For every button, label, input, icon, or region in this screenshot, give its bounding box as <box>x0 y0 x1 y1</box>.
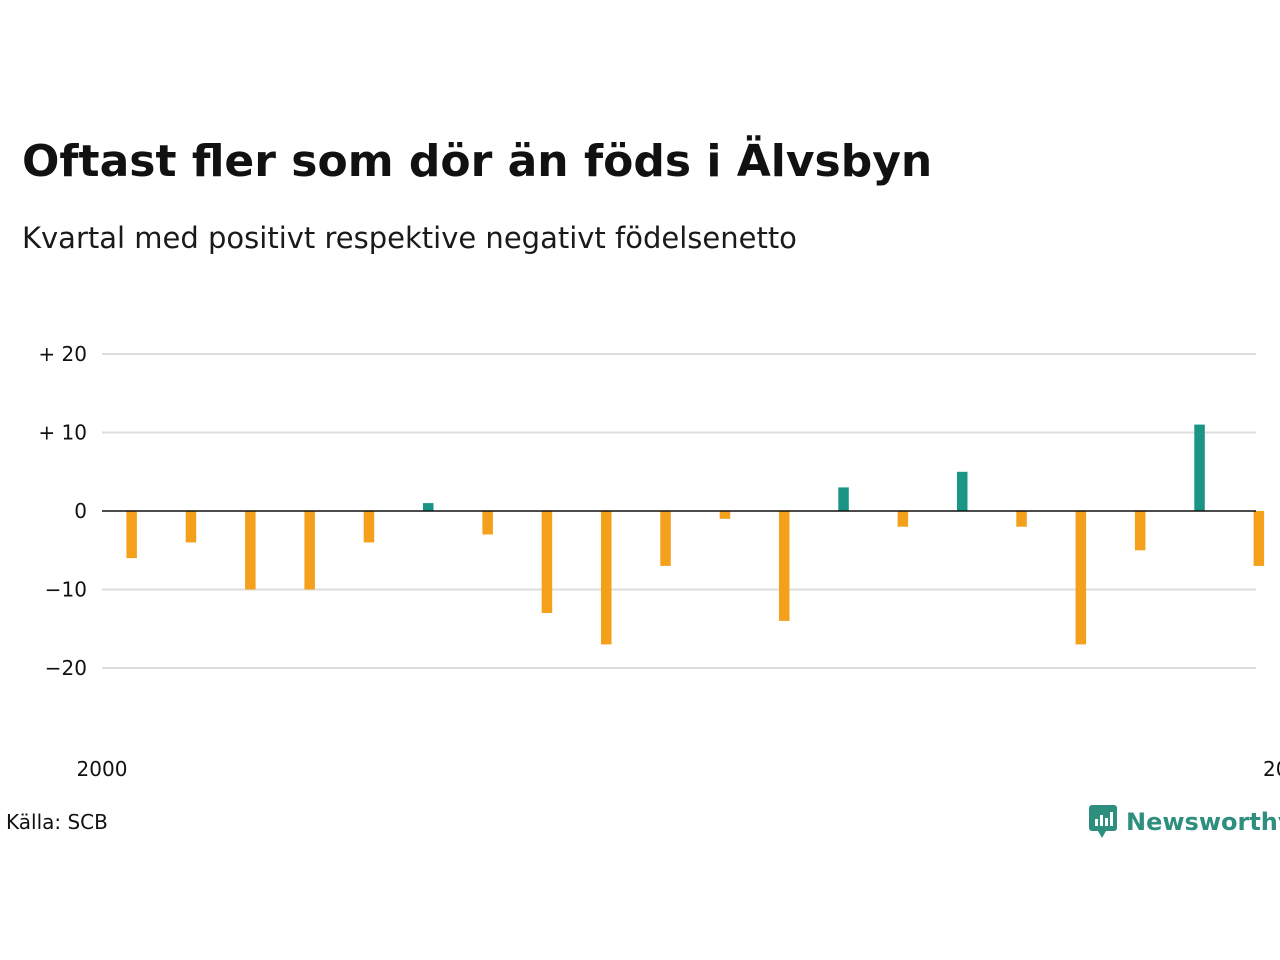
bar <box>601 511 612 645</box>
y-tick-label: + 10 <box>38 421 87 445</box>
bar <box>126 511 137 559</box>
bar <box>185 511 197 543</box>
chart-title: Oftast fler som dör än föds i Älvsbyn <box>22 136 933 187</box>
y-tick-label: 0 <box>74 499 87 523</box>
x-axis-ticks: 20002005201020152020 <box>77 757 1280 781</box>
x-tick-label: 2005 <box>1263 757 1280 781</box>
bar <box>363 511 375 543</box>
bar <box>1134 511 1146 551</box>
bar <box>541 511 553 613</box>
bar <box>1194 424 1205 511</box>
bar <box>897 511 909 527</box>
y-axis-ticks: + 20 + 10 0 −10 −20 <box>38 342 87 680</box>
bar <box>423 503 434 511</box>
bar <box>482 511 493 535</box>
x-tick-label: 2000 <box>77 757 128 781</box>
newsworthy-logo-icon <box>1089 805 1117 838</box>
bar <box>660 511 671 566</box>
bar <box>245 511 256 590</box>
bars <box>126 424 1265 645</box>
y-tick-label: −20 <box>45 656 87 680</box>
y-tick-label: −10 <box>45 578 87 602</box>
y-tick-label: + 20 <box>38 342 87 366</box>
bar <box>957 471 968 512</box>
brand-name: Newsworthy <box>1126 808 1280 836</box>
bar <box>1253 511 1265 566</box>
bar <box>779 511 790 621</box>
brand-logo: Newsworthy <box>1088 804 1280 840</box>
source-note: Källa: SCB <box>6 810 108 834</box>
bar <box>304 511 315 590</box>
chart-subtitle: Kvartal med positivt respektive negativt… <box>22 221 797 255</box>
grid-lines <box>102 353 1256 669</box>
bar <box>838 487 849 511</box>
bar <box>719 511 731 519</box>
bar <box>1016 511 1027 527</box>
bar <box>1075 511 1087 645</box>
